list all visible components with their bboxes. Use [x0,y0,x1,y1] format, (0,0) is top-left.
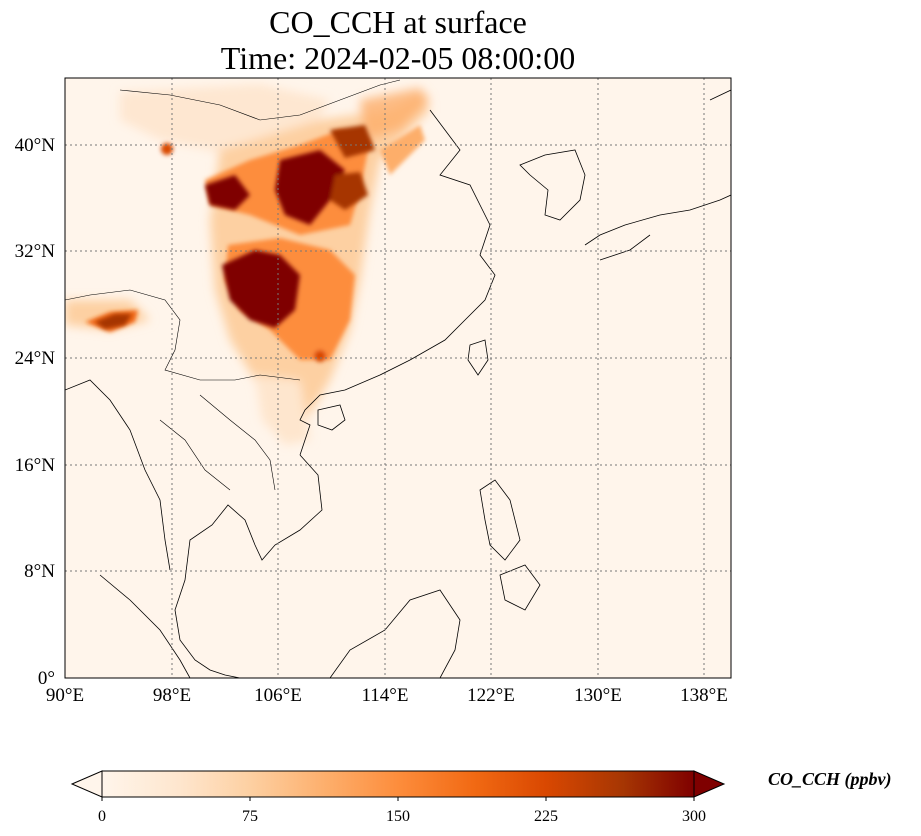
map-time-subtitle: Time: 2024-02-05 08:00:00 [220,40,576,76]
colorbar-extend-max [693,770,726,798]
lat-tick-label: 32°N [15,241,56,262]
coastlines [65,79,731,678]
colorbar-tick-label: 75 [242,808,258,825]
map-frame [64,77,732,679]
lon-tick-label: 122°E [467,685,515,706]
colorbar-tick-label: 150 [386,808,410,825]
map-title: CO_CCH at surface [269,4,527,40]
colorbar-tick-label: 225 [534,808,558,825]
colorbar-tick-label: 0 [98,808,106,825]
longitude-axis: 90°E 98°E 106°E 114°E 122°E 130°E 138°E [46,685,728,706]
colorbar-gradient [101,770,695,798]
colorbar-tick-label: 300 [682,808,706,825]
gridlines [65,78,731,678]
lat-tick-label: 0° [38,668,55,689]
colorbar: 0 75 150 225 300 [70,770,726,825]
lon-tick-label: 90°E [46,685,84,706]
lat-tick-label: 16°N [15,455,56,476]
map-background [65,78,731,678]
lat-tick-label: 40°N [15,135,56,156]
lat-tick-label: 8°N [24,561,55,582]
latitude-axis: 0° 8°N 16°N 24°N 32°N 40°N [15,135,56,689]
lon-tick-label: 98°E [153,685,191,706]
lat-tick-label: 24°N [15,348,56,369]
concentration-field [65,84,430,445]
colorbar-extend-min [70,770,103,798]
lon-tick-label: 130°E [574,685,622,706]
lon-tick-label: 106°E [254,685,302,706]
lon-tick-label: 138°E [680,685,728,706]
lon-tick-label: 114°E [362,685,409,706]
colorbar-label: CO_CCH (ppbv) [768,769,892,789]
